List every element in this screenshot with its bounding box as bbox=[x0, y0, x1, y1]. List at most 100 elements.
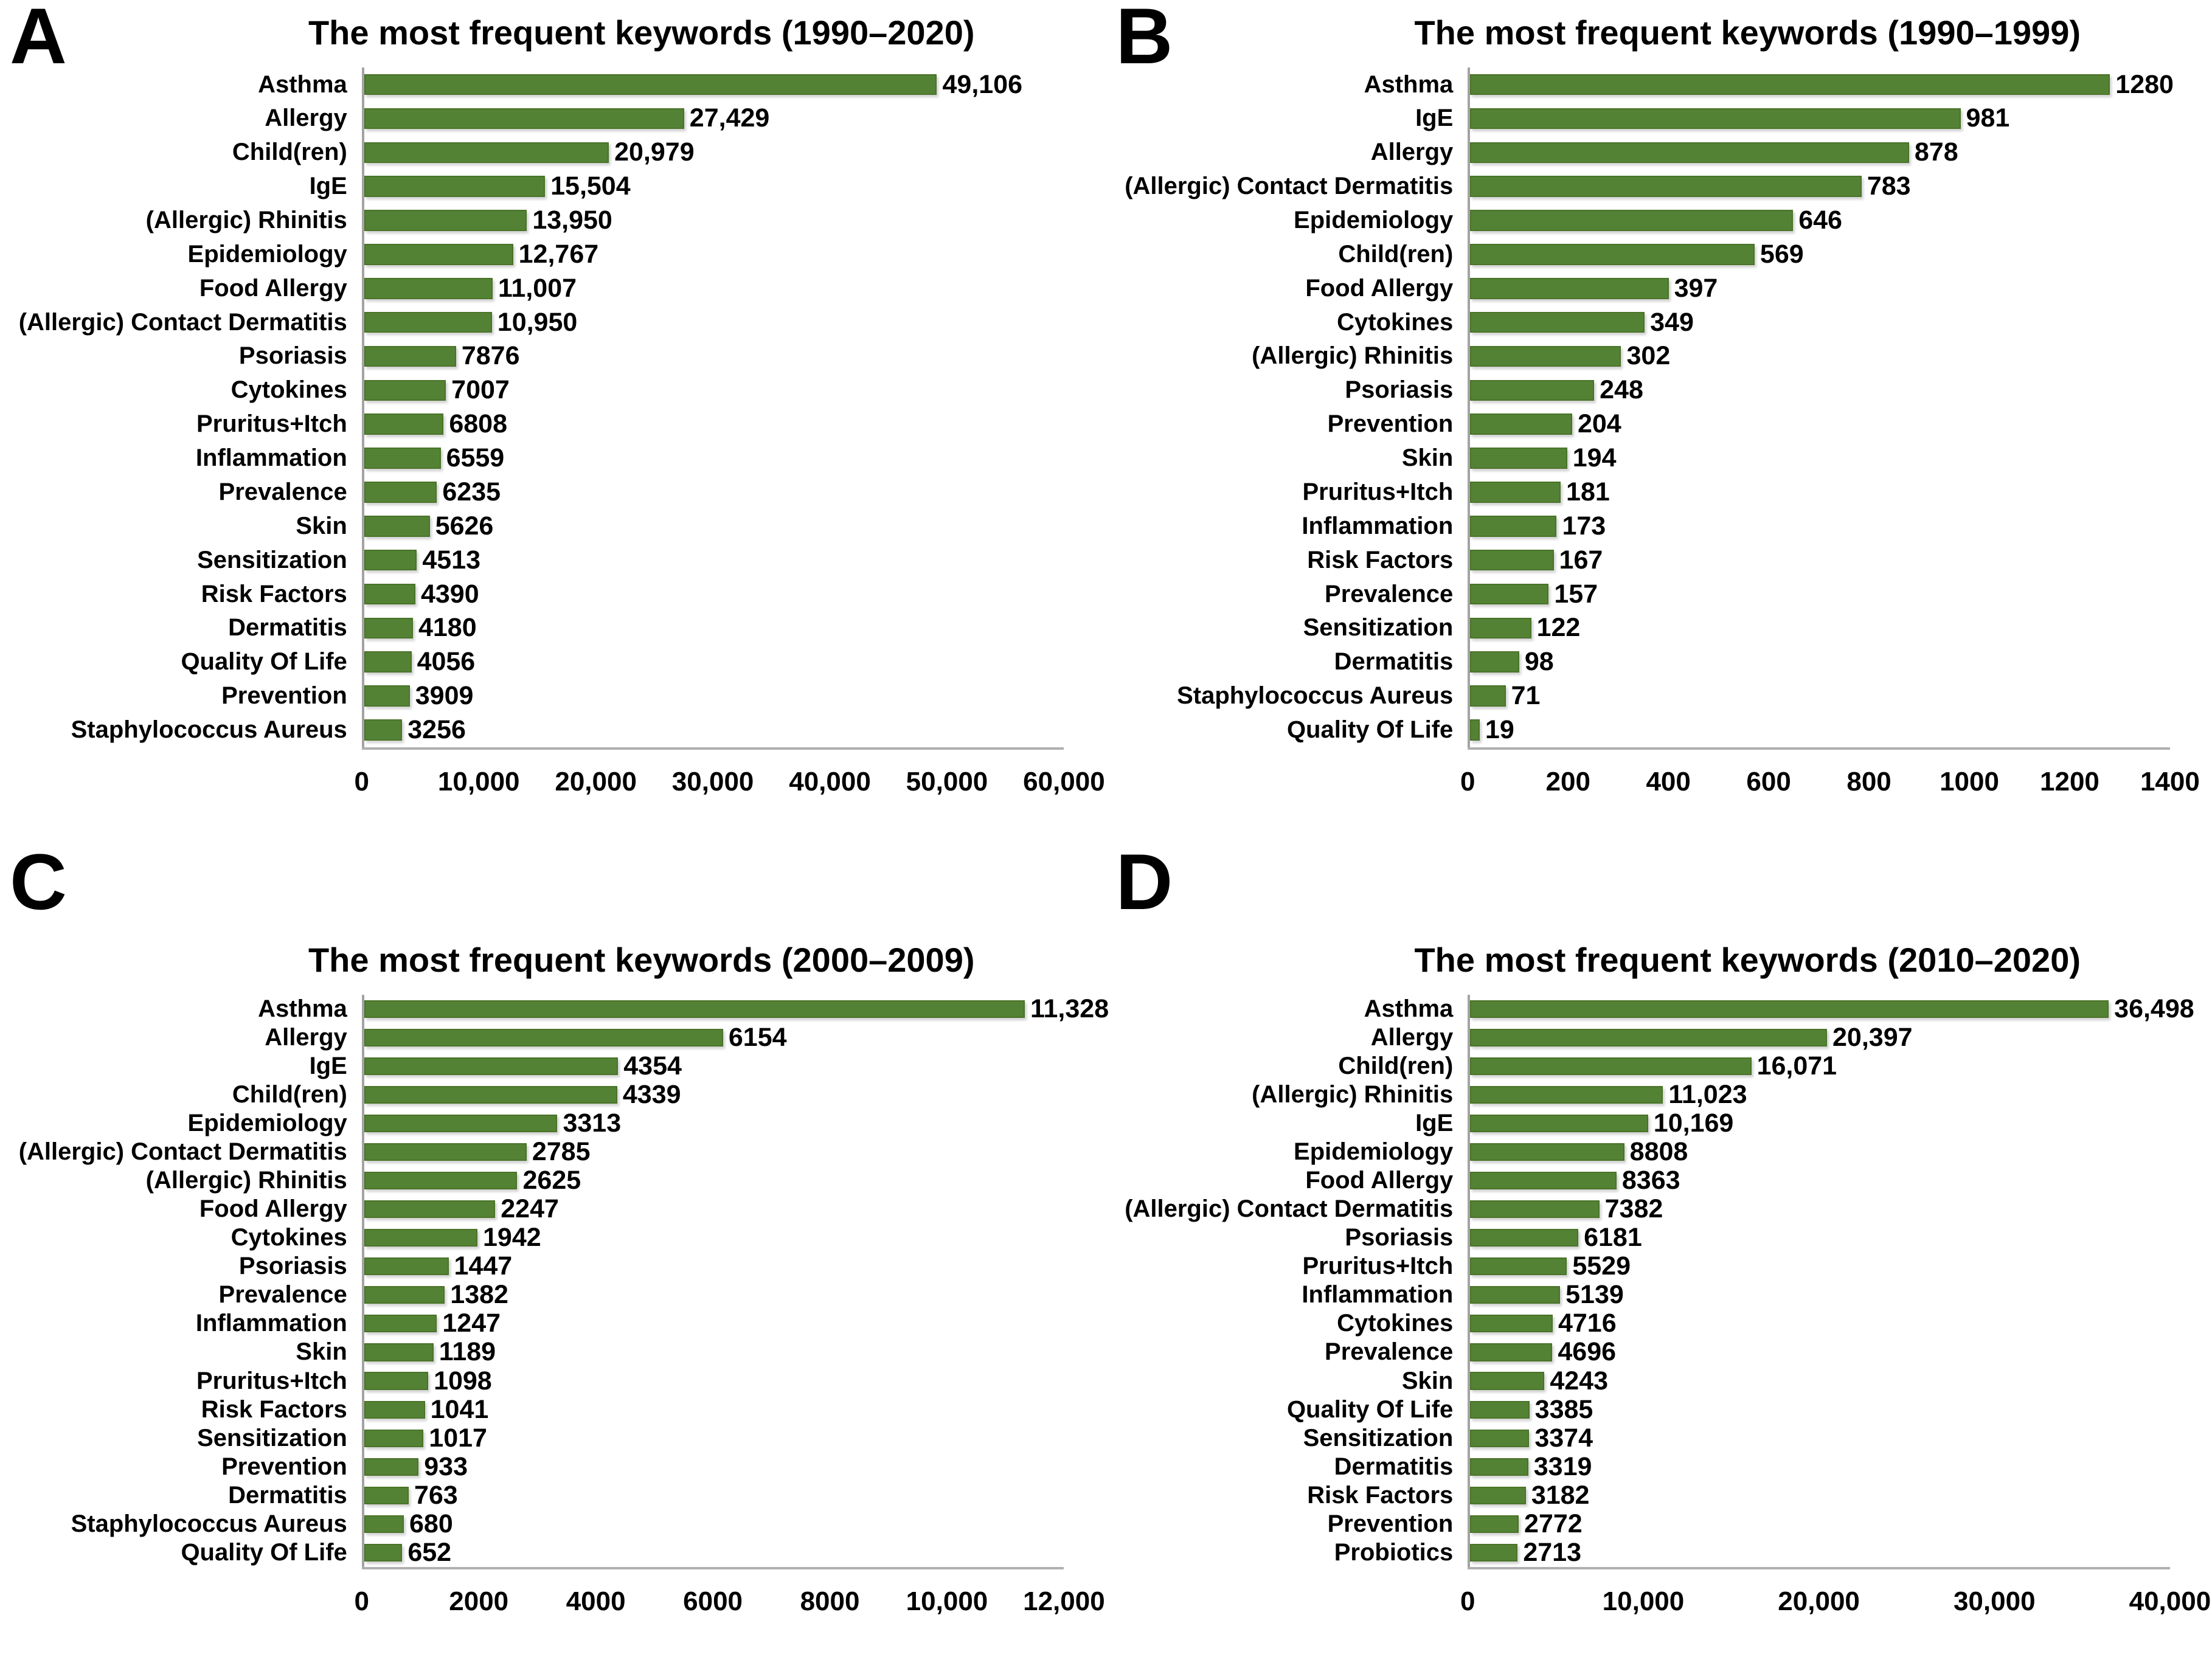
bar bbox=[364, 719, 403, 741]
bar bbox=[1470, 1315, 1553, 1333]
category-label: Psoriasis bbox=[238, 342, 347, 370]
bar-row: 646 bbox=[1470, 204, 2170, 238]
category-label: Food Allergy bbox=[199, 274, 347, 302]
bar bbox=[1470, 277, 1669, 299]
bar-row: 7007 bbox=[364, 373, 1064, 407]
bar bbox=[1470, 379, 1595, 401]
bar-row: 173 bbox=[1470, 509, 2170, 543]
category-label: Cytokines bbox=[1337, 1310, 1454, 1337]
bar bbox=[1470, 413, 1572, 435]
category-label: Risk Factors bbox=[1307, 546, 1454, 573]
category-label: Epidemiology bbox=[187, 240, 347, 268]
bar-row: 680 bbox=[364, 1510, 1064, 1538]
bar-chart: Asthma Allergy Child(ren) (Allergic) Rhinit… bbox=[1106, 994, 2212, 1635]
category-label: Allergy bbox=[265, 1023, 347, 1051]
category-label: Epidemiology bbox=[1294, 207, 1454, 234]
bar bbox=[364, 244, 513, 265]
x-tick-label: 6000 bbox=[683, 1586, 743, 1616]
plot-area: 11,328 6154 4354 4339 3313 2785 2625 2247 1942 14… bbox=[361, 994, 1109, 1567]
bar-row: 11,328 bbox=[364, 995, 1109, 1023]
value-label: 2247 bbox=[501, 1194, 559, 1224]
bar-row: 4056 bbox=[364, 645, 1064, 679]
value-label: 19 bbox=[1485, 714, 1514, 744]
category-label: Epidemiology bbox=[187, 1109, 347, 1136]
bar-row: 302 bbox=[1470, 339, 2170, 373]
bar-row: 5626 bbox=[364, 509, 1064, 543]
bar-row: 2247 bbox=[364, 1195, 1064, 1223]
bar-row: 6559 bbox=[364, 441, 1064, 476]
category-label: Skin bbox=[1401, 444, 1454, 472]
value-label: 1447 bbox=[454, 1251, 513, 1281]
x-tick-label: 20,000 bbox=[1778, 1586, 1860, 1616]
panel-letter: C bbox=[10, 837, 67, 926]
value-label: 20,979 bbox=[614, 137, 695, 167]
value-label: 4180 bbox=[418, 613, 477, 643]
bar bbox=[1470, 685, 1506, 707]
bar-row: 1942 bbox=[364, 1223, 1064, 1252]
value-label: 36,498 bbox=[2114, 994, 2194, 1023]
value-label: 8808 bbox=[1629, 1137, 1688, 1167]
category-label: Staphylococcus Aureus bbox=[71, 1510, 347, 1537]
value-label: 15,504 bbox=[550, 171, 631, 201]
bar-row: 4716 bbox=[1470, 1309, 2170, 1338]
value-label: 569 bbox=[1760, 239, 1804, 269]
category-label: Prevention bbox=[1327, 410, 1454, 438]
category-label: Skin bbox=[296, 512, 347, 539]
category-label: Child(ren) bbox=[232, 139, 347, 166]
bar-row: 569 bbox=[1470, 237, 2170, 271]
value-label: 3319 bbox=[1533, 1451, 1592, 1481]
bar bbox=[1470, 1429, 1530, 1447]
value-label: 6235 bbox=[442, 477, 501, 507]
x-tick-label: 200 bbox=[1545, 766, 1590, 797]
bar-row: 1280 bbox=[1470, 67, 2174, 102]
value-label: 4339 bbox=[622, 1079, 681, 1109]
value-label: 122 bbox=[1536, 613, 1581, 643]
x-tick-label: 8000 bbox=[800, 1586, 860, 1616]
bar-row: 13,950 bbox=[364, 204, 1064, 238]
bar bbox=[364, 311, 492, 333]
bar-row: 4696 bbox=[1470, 1338, 2170, 1366]
x-tick-label: 1200 bbox=[2040, 766, 2099, 797]
bar bbox=[1470, 651, 1519, 673]
category-label: Prevention bbox=[221, 1453, 347, 1480]
bar bbox=[1470, 1515, 1519, 1533]
bar bbox=[1470, 1343, 1553, 1361]
panel-c: C The most frequent keywords (2000–2009)… bbox=[0, 837, 1109, 1674]
value-label: 4390 bbox=[420, 579, 479, 609]
value-label: 8363 bbox=[1621, 1166, 1680, 1195]
bar-row: 122 bbox=[1470, 611, 2170, 645]
bar-row: 2713 bbox=[1470, 1538, 2170, 1567]
bar-row: 933 bbox=[364, 1453, 1064, 1481]
category-label: (Allergic) Rhinitis bbox=[1252, 342, 1454, 370]
bar bbox=[1470, 176, 1862, 197]
x-axis: 0 2000 4000 6000 8000 10,000 12,000 bbox=[0, 1567, 1105, 1635]
bar bbox=[364, 210, 527, 231]
x-tick-label: 10,000 bbox=[1602, 1586, 1685, 1616]
bar bbox=[1470, 719, 1480, 741]
category-axis: Asthma Allergy Child(ren) (Allergic) Rhinit… bbox=[1106, 995, 1468, 1567]
category-label: (Allergic) Rhinitis bbox=[1252, 1081, 1454, 1108]
value-label: 652 bbox=[407, 1537, 452, 1567]
category-label: Inflammation bbox=[195, 444, 347, 472]
bar bbox=[364, 1343, 434, 1361]
bar-row: 3313 bbox=[364, 1109, 1064, 1138]
bar-row: 1041 bbox=[364, 1396, 1064, 1424]
panel-letter: A bbox=[10, 0, 67, 80]
category-label: IgE bbox=[1415, 105, 1454, 132]
category-label: Inflammation bbox=[195, 1310, 347, 1337]
x-tick-label: 20,000 bbox=[555, 766, 637, 797]
value-label: 783 bbox=[1867, 171, 1911, 201]
bar bbox=[1470, 210, 1794, 231]
bar-row: 5529 bbox=[1470, 1252, 2170, 1281]
bar-row: 4354 bbox=[364, 1052, 1064, 1081]
bar-row: 1247 bbox=[364, 1309, 1064, 1338]
bar-row: 181 bbox=[1470, 476, 2170, 510]
x-tick-label: 400 bbox=[1646, 766, 1691, 797]
category-label: Risk Factors bbox=[201, 1396, 347, 1423]
category-label: Skin bbox=[296, 1338, 347, 1366]
category-label: Asthma bbox=[258, 995, 347, 1022]
category-axis: Asthma Allergy Child(ren) IgE (Allergic) Rhi… bbox=[0, 67, 362, 747]
category-label: Skin bbox=[1401, 1367, 1454, 1394]
value-label: 3256 bbox=[407, 714, 466, 744]
